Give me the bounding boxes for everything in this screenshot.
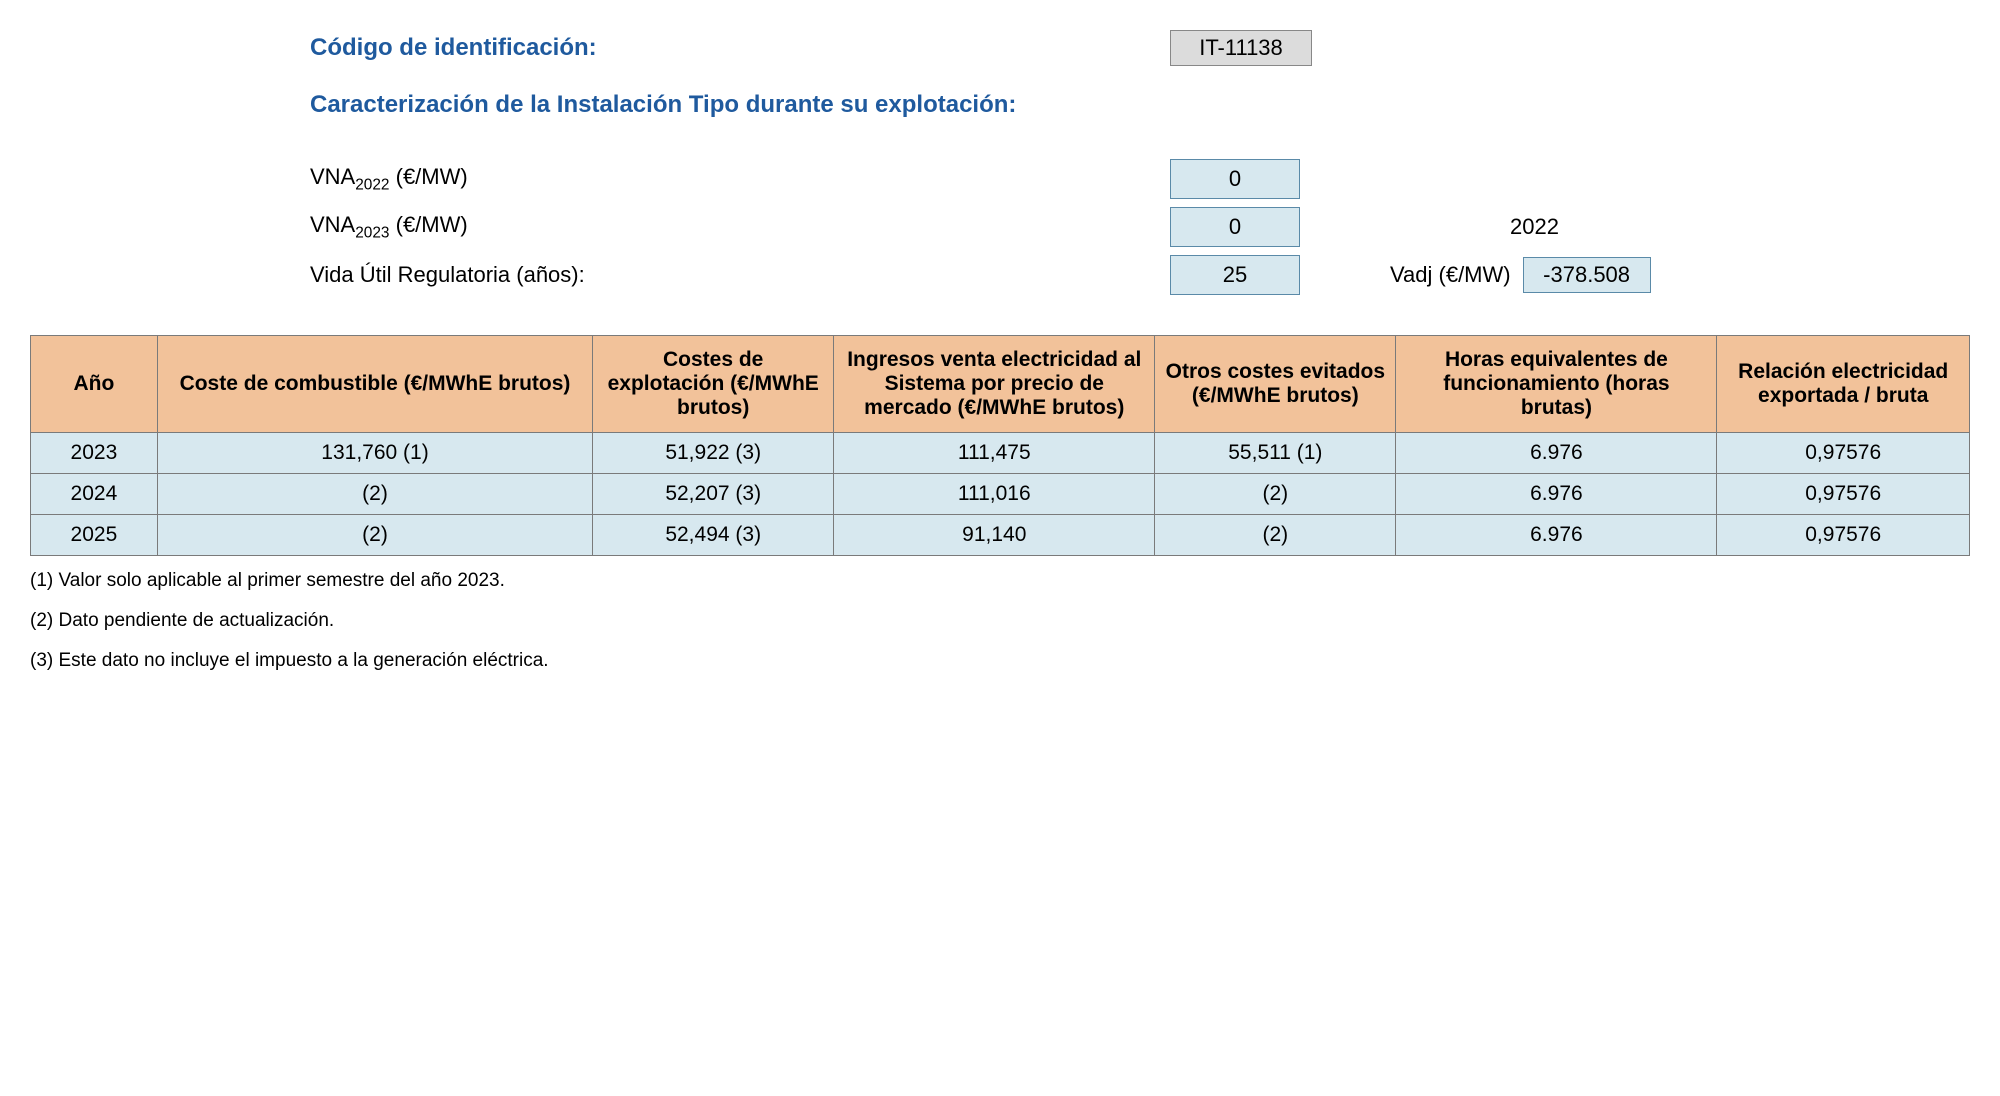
vna2022-label: VNA2022 (€/MW) <box>310 164 1170 194</box>
cell: 6.976 <box>1396 474 1717 515</box>
col-rel: Relación electricidad exportada / bruta <box>1717 336 1970 433</box>
table-row: 2023 131,760 (1) 51,922 (3) 111,475 55,5… <box>31 433 1970 474</box>
vadj-value: -378.508 <box>1523 257 1651 293</box>
cell: 0,97576 <box>1717 433 1970 474</box>
vna2023-prefix: VNA <box>310 212 355 237</box>
vna2023-sub: 2023 <box>355 224 389 241</box>
footnote-1: (1) Valor solo aplicable al primer semes… <box>30 570 1970 592</box>
cell: 111,475 <box>834 433 1155 474</box>
vna2022-prefix: VNA <box>310 164 355 189</box>
table-row: 2025 (2) 52,494 (3) 91,140 (2) 6.976 0,9… <box>31 515 1970 556</box>
cell: 2023 <box>31 433 158 474</box>
section-title: Caracterización de la Instalación Tipo d… <box>310 91 1970 119</box>
col-year: Año <box>31 336 158 433</box>
cell: (2) <box>1155 515 1396 556</box>
vadj-label: Vadj (€/MW) <box>1390 262 1511 288</box>
vna2022-value: 0 <box>1170 159 1300 199</box>
vna2022-sub: 2022 <box>355 176 389 193</box>
cell: 51,922 (3) <box>593 433 834 474</box>
cell: (2) <box>157 474 592 515</box>
cell: 2025 <box>31 515 158 556</box>
cell: 52,207 (3) <box>593 474 834 515</box>
cell: 131,760 (1) <box>157 433 592 474</box>
col-fuel: Coste de combustible (€/MWhE brutos) <box>157 336 592 433</box>
vna2023-label: VNA2023 (€/MW) <box>310 212 1170 242</box>
cell: 55,511 (1) <box>1155 433 1396 474</box>
cell: 111,016 <box>834 474 1155 515</box>
table-header-row: Año Coste de combustible (€/MWhE brutos)… <box>31 336 1970 433</box>
vna2023-value: 0 <box>1170 207 1300 247</box>
footnotes: (1) Valor solo aplicable al primer semes… <box>30 570 1970 672</box>
vida-label: Vida Útil Regulatoria (años): <box>310 262 1170 288</box>
cell: 91,140 <box>834 515 1155 556</box>
cell: 52,494 (3) <box>593 515 834 556</box>
vna2022-unit: (€/MW) <box>390 164 468 189</box>
cell: (2) <box>1155 474 1396 515</box>
cell: 2024 <box>31 474 158 515</box>
col-op: Costes de explotación (€/MWhE brutos) <box>593 336 834 433</box>
id-value-box: IT-11138 <box>1170 30 1312 66</box>
cell: (2) <box>157 515 592 556</box>
cell: 6.976 <box>1396 433 1717 474</box>
cell: 6.976 <box>1396 515 1717 556</box>
col-ing: Ingresos venta electricidad al Sistema p… <box>834 336 1155 433</box>
year-right: 2022 <box>1510 214 1559 240</box>
cell: 0,97576 <box>1717 515 1970 556</box>
col-horas: Horas equivalentes de funcionamiento (ho… <box>1396 336 1717 433</box>
vna2023-unit: (€/MW) <box>390 212 468 237</box>
id-label: Código de identificación: <box>310 34 1170 62</box>
footnote-3: (3) Este dato no incluye el impuesto a l… <box>30 650 1970 672</box>
data-table: Año Coste de combustible (€/MWhE brutos)… <box>30 335 1970 556</box>
footnote-2: (2) Dato pendiente de actualización. <box>30 610 1970 632</box>
vida-value: 25 <box>1170 255 1300 295</box>
cell: 0,97576 <box>1717 474 1970 515</box>
table-row: 2024 (2) 52,207 (3) 111,016 (2) 6.976 0,… <box>31 474 1970 515</box>
col-otros: Otros costes evitados (€/MWhE brutos) <box>1155 336 1396 433</box>
